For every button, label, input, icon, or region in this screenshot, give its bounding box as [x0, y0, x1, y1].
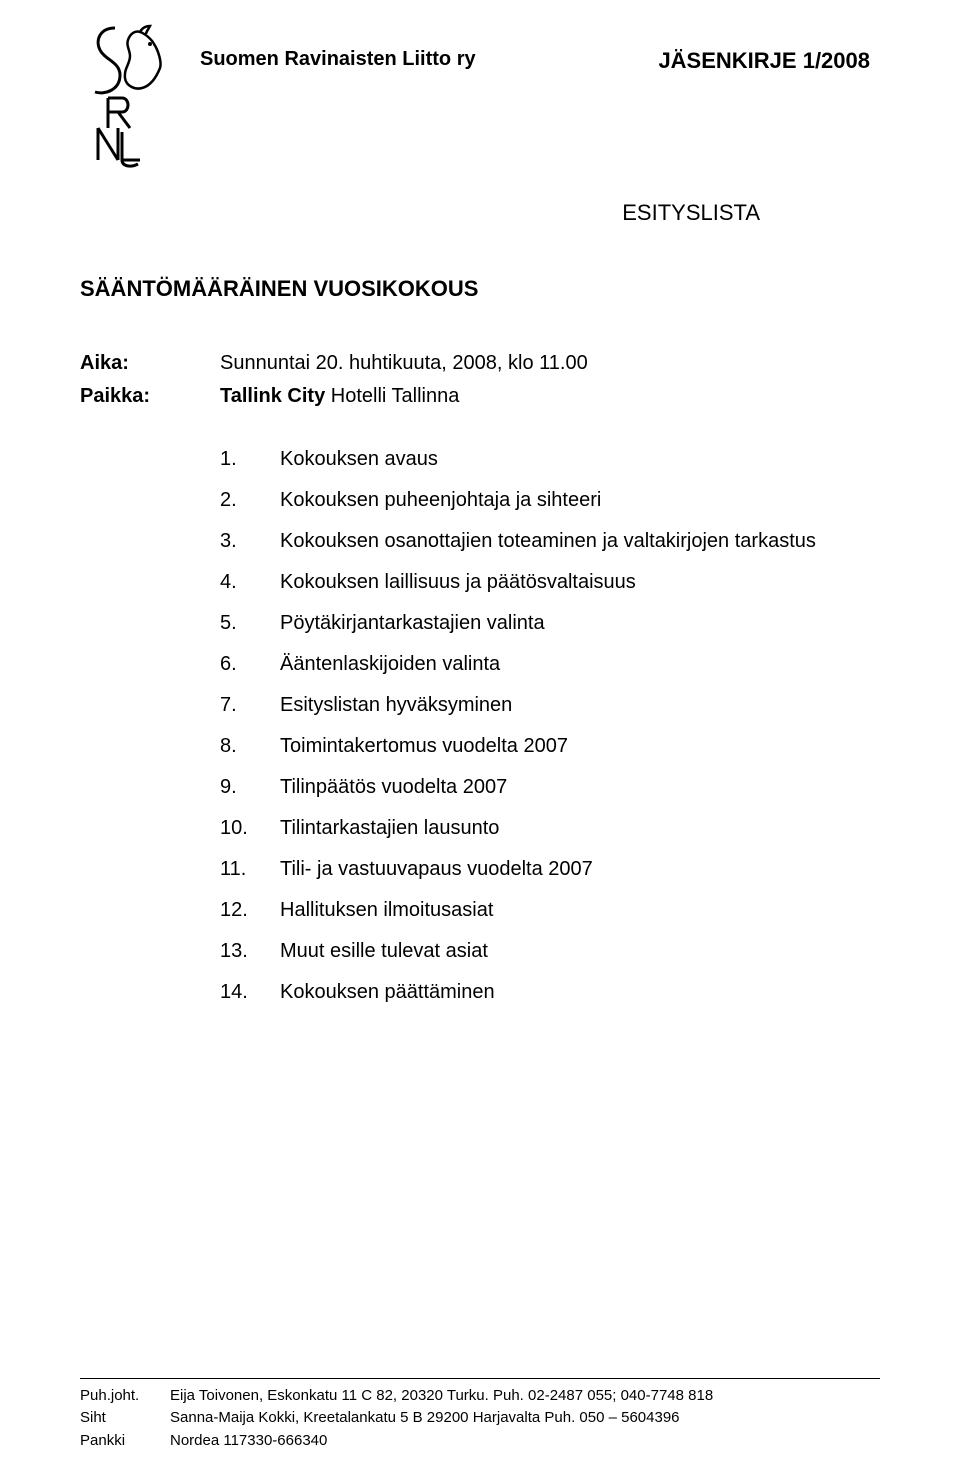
footer-rule	[80, 1378, 880, 1379]
footer-line-value: Eija Toivonen, Eskonkatu 11 C 82, 20320 …	[170, 1385, 880, 1408]
meta-row-time: Aika: Sunnuntai 20. huhtikuuta, 2008, kl…	[80, 352, 880, 375]
agenda-item-number: 7.	[220, 694, 280, 717]
document-label: JÄSENKIRJE 1/2008	[658, 48, 880, 74]
agenda-item-text: Kokouksen laillisuus ja päätösvaltaisuus	[280, 571, 880, 594]
agenda-item: 1.Kokouksen avaus	[220, 448, 880, 471]
agenda-item-number: 8.	[220, 735, 280, 758]
agenda-item-text: Kokouksen puheenjohtaja ja sihteeri	[280, 489, 880, 512]
agenda-item-text: Kokouksen avaus	[280, 448, 880, 471]
agenda-item: 2.Kokouksen puheenjohtaja ja sihteeri	[220, 489, 880, 512]
agenda-item-number: 12.	[220, 899, 280, 922]
meta-row-place: Paikka: Tallink City Hotelli Tallinna	[80, 385, 880, 408]
agenda-item-text: Pöytäkirjantarkastajien valinta	[280, 612, 880, 635]
meta-label-time: Aika:	[80, 352, 220, 375]
agenda-item-number: 10.	[220, 817, 280, 840]
meta-label-place: Paikka:	[80, 385, 220, 408]
agenda-list: 1.Kokouksen avaus2.Kokouksen puheenjohta…	[220, 448, 880, 1004]
agenda-item: 6.Ääntenlaskijoiden valinta	[220, 653, 880, 676]
header-text-block: Suomen Ravinaisten Liitto ry JÄSENKIRJE …	[200, 20, 880, 74]
agenda-item-text: Muut esille tulevat asiat	[280, 940, 880, 963]
organization-name: Suomen Ravinaisten Liitto ry	[200, 48, 476, 71]
agenda-item-text: Tilinpäätös vuodelta 2007	[280, 776, 880, 799]
agenda-item: 8.Toimintakertomus vuodelta 2007	[220, 735, 880, 758]
footer-line-value: Sanna-Maija Kokki, Kreetalankatu 5 B 292…	[170, 1407, 880, 1430]
meta-value-place: Tallink City Hotelli Tallinna	[220, 385, 880, 408]
agenda-item: 10.Tilintarkastajien lausunto	[220, 817, 880, 840]
document-page: Suomen Ravinaisten Liitto ry JÄSENKIRJE …	[0, 0, 960, 1482]
agenda-item-number: 3.	[220, 530, 280, 553]
footer-line-label: Siht	[80, 1407, 170, 1430]
agenda-item-text: Kokouksen päättäminen	[280, 981, 880, 1004]
footer-line-label: Puh.joht.	[80, 1385, 170, 1408]
footer: Puh.joht.Eija Toivonen, Eskonkatu 11 C 8…	[80, 1378, 880, 1453]
agenda-title: ESITYSLISTA	[80, 200, 760, 226]
agenda-item-number: 9.	[220, 776, 280, 799]
meeting-meta: Aika: Sunnuntai 20. huhtikuuta, 2008, kl…	[80, 352, 880, 408]
agenda-item-number: 13.	[220, 940, 280, 963]
agenda-item: 3.Kokouksen osanottajien toteaminen ja v…	[220, 530, 880, 553]
agenda-item-number: 11.	[220, 858, 280, 881]
meta-value-place-bold: Tallink City	[220, 385, 325, 407]
agenda-item-text: Tili- ja vastuuvapaus vuodelta 2007	[280, 858, 880, 881]
agenda-item-text: Kokouksen osanottajien toteaminen ja val…	[280, 530, 880, 553]
agenda-item: 12.Hallituksen ilmoitusasiat	[220, 899, 880, 922]
agenda-item: 9.Tilinpäätös vuodelta 2007	[220, 776, 880, 799]
footer-line: Puh.joht.Eija Toivonen, Eskonkatu 11 C 8…	[80, 1385, 880, 1408]
meeting-name: SÄÄNTÖMÄÄRÄINEN VUOSIKOKOUS	[80, 276, 880, 302]
header-row: Suomen Ravinaisten Liitto ry JÄSENKIRJE …	[80, 20, 880, 170]
agenda-item-text: Ääntenlaskijoiden valinta	[280, 653, 880, 676]
agenda-item-number: 14.	[220, 981, 280, 1004]
footer-line-label: Pankki	[80, 1430, 170, 1453]
agenda-item: 14.Kokouksen päättäminen	[220, 981, 880, 1004]
footer-line: SihtSanna-Maija Kokki, Kreetalankatu 5 B…	[80, 1407, 880, 1430]
agenda-item: 11.Tili- ja vastuuvapaus vuodelta 2007	[220, 858, 880, 881]
agenda-item-number: 1.	[220, 448, 280, 471]
agenda-item-text: Esityslistan hyväksyminen	[280, 694, 880, 717]
meta-value-time: Sunnuntai 20. huhtikuuta, 2008, klo 11.0…	[220, 352, 880, 375]
agenda-item: 7.Esityslistan hyväksyminen	[220, 694, 880, 717]
footer-line: PankkiNordea 117330-666340	[80, 1430, 880, 1453]
agenda-item-number: 6.	[220, 653, 280, 676]
agenda-item: 4.Kokouksen laillisuus ja päätösvaltaisu…	[220, 571, 880, 594]
agenda-item-number: 4.	[220, 571, 280, 594]
footer-line-value: Nordea 117330-666340	[170, 1430, 880, 1453]
agenda-item-text: Tilintarkastajien lausunto	[280, 817, 880, 840]
footer-lines: Puh.joht.Eija Toivonen, Eskonkatu 11 C 8…	[80, 1385, 880, 1453]
agenda-item-text: Hallituksen ilmoitusasiat	[280, 899, 880, 922]
agenda-item: 13.Muut esille tulevat asiat	[220, 940, 880, 963]
agenda-item-text: Toimintakertomus vuodelta 2007	[280, 735, 880, 758]
agenda-item-number: 2.	[220, 489, 280, 512]
agenda-item: 5.Pöytäkirjantarkastajien valinta	[220, 612, 880, 635]
meta-value-place-rest: Hotelli Tallinna	[325, 385, 459, 407]
agenda-item-number: 5.	[220, 612, 280, 635]
organization-logo	[80, 20, 180, 170]
